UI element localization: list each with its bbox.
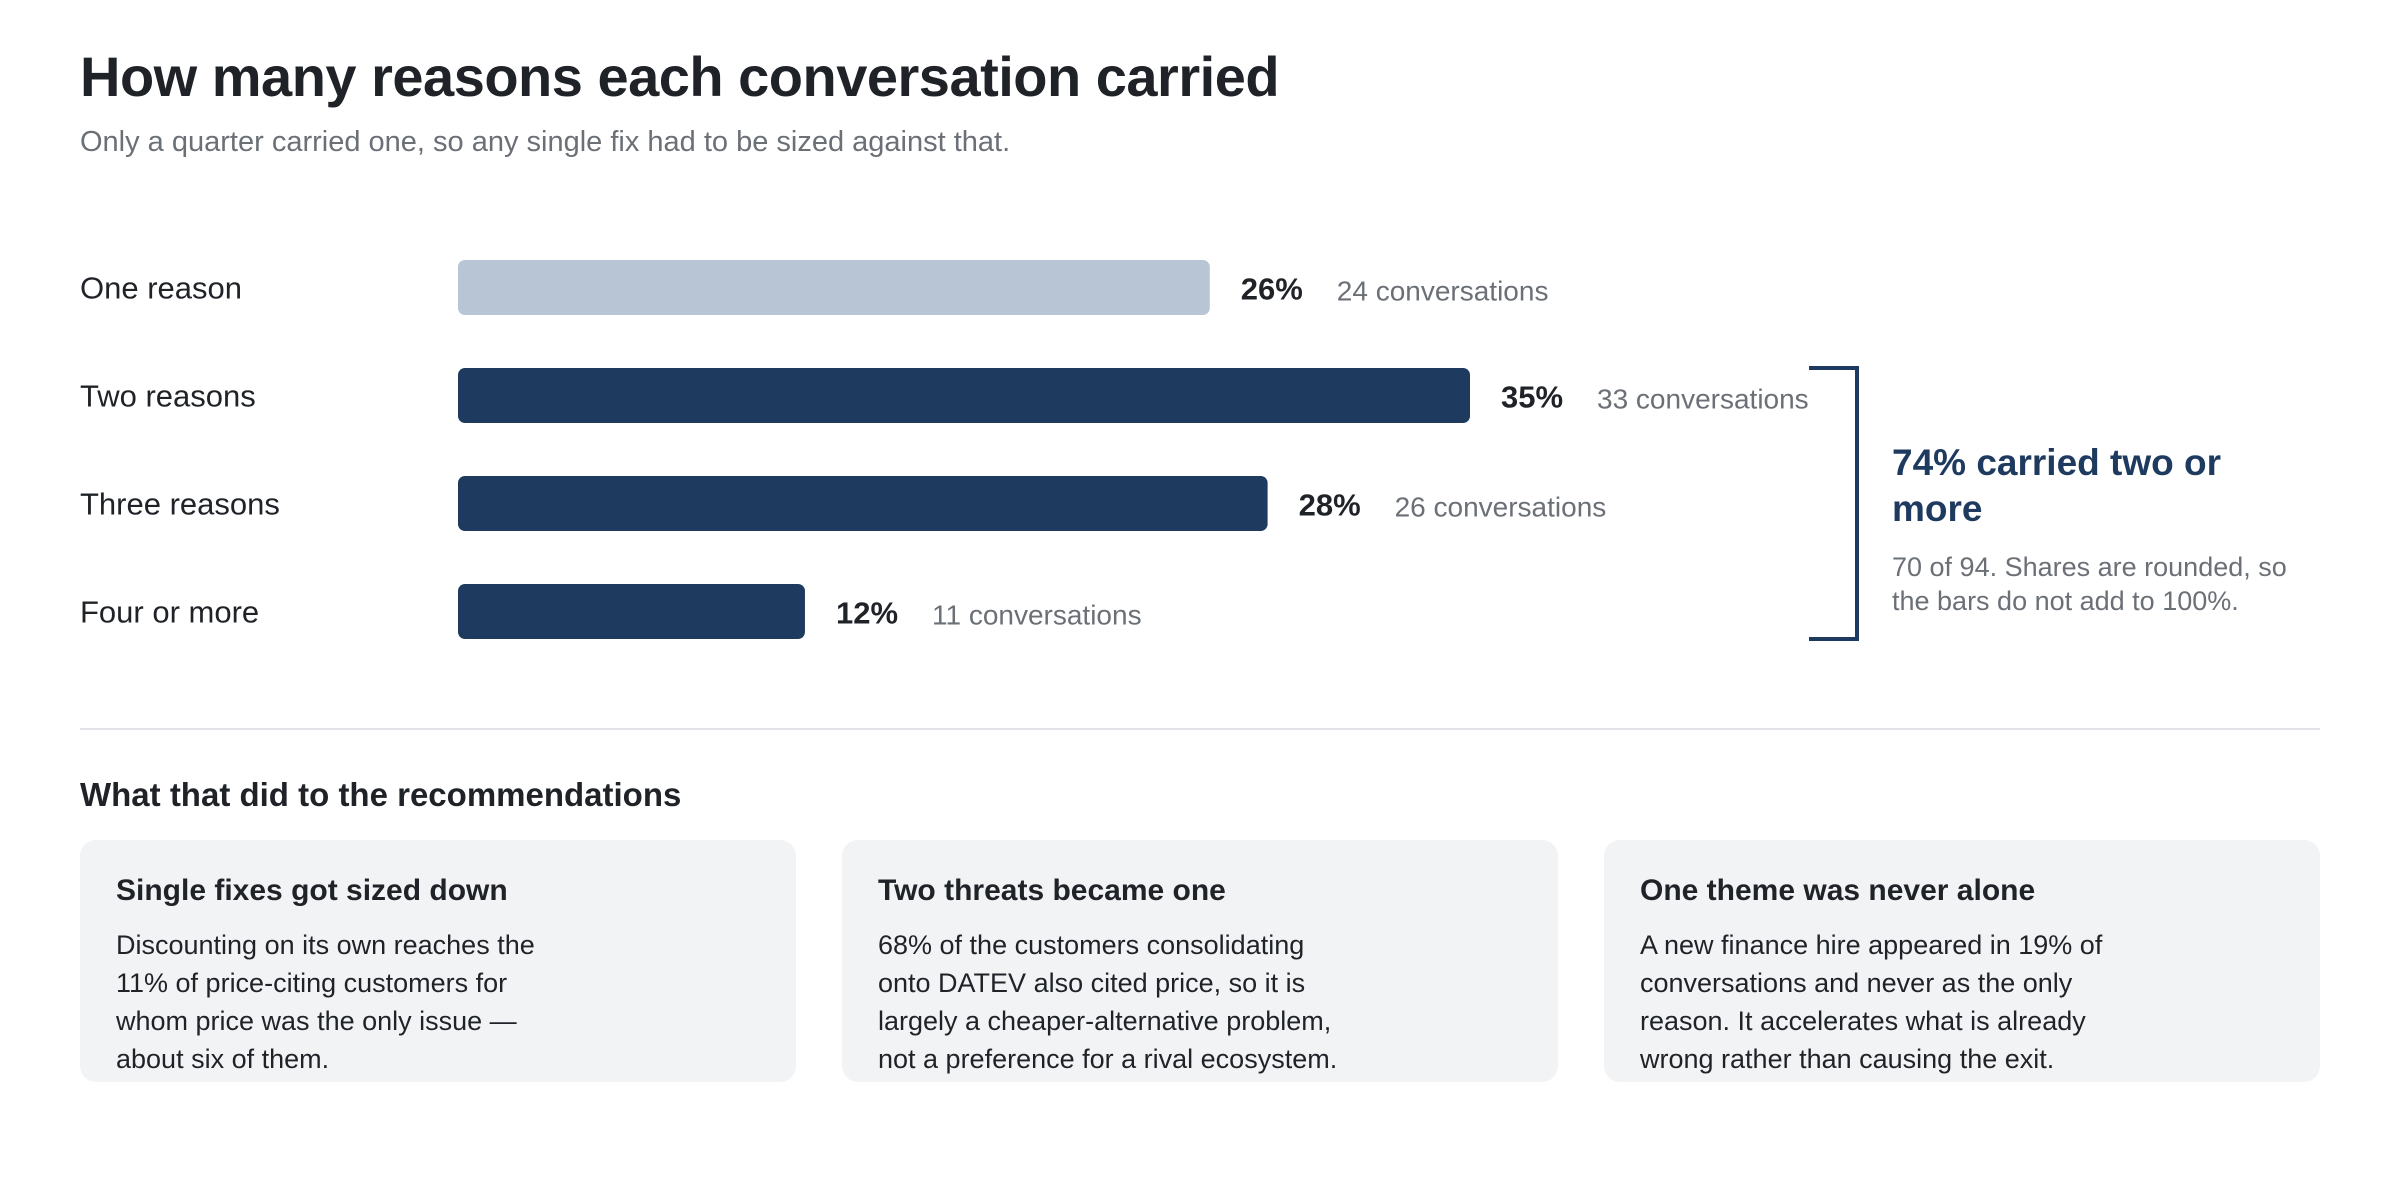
callout-note: 70 of 94. Shares are rounded, so the bar… [1892, 552, 2287, 616]
bar-chart: One reason 26% 24 conversations Two reasons… [80, 260, 1859, 641]
section-divider [80, 728, 2320, 730]
page-title: How many reasons each conversation carri… [80, 45, 1280, 108]
value-label: 28% [1299, 488, 1361, 523]
card-title: Two threats became one [878, 874, 1226, 907]
count-label: 24 conversations [1337, 276, 1549, 307]
card-body: Discounting on its own reaches the 11% o… [116, 930, 535, 1074]
section-heading: What that did to the recommendations [80, 776, 682, 813]
count-label: 11 conversations [932, 600, 1142, 631]
bar [458, 476, 1268, 531]
card-body: A new finance hire appeared in 19% of co… [1640, 930, 2103, 1074]
callout-headline: 74% carried two or more [1892, 442, 2222, 529]
card-title: Single fixes got sized down [116, 874, 508, 907]
bar [458, 368, 1470, 423]
category-label: One reason [80, 271, 242, 306]
recommendation-cards: Single fixes got sized down Discounting … [80, 840, 2320, 1082]
card-body: 68% of the customers consolidating onto … [878, 930, 1338, 1074]
category-label: Two reasons [80, 379, 256, 414]
group-bracket [1809, 366, 1859, 641]
recommendation-card: Two threats became one 68% of the custom… [842, 840, 1558, 1082]
value-label: 35% [1501, 380, 1563, 415]
count-label: 33 conversations [1597, 384, 1809, 415]
category-label: Three reasons [80, 487, 280, 522]
recommendation-card: One theme was never alone A new finance … [1604, 840, 2320, 1082]
recommendation-card: Single fixes got sized down Discounting … [80, 840, 796, 1082]
value-label: 26% [1241, 272, 1303, 307]
card-title: One theme was never alone [1640, 874, 2036, 907]
bar [458, 584, 805, 639]
value-label: 12% [836, 596, 898, 631]
category-label: Four or more [80, 595, 259, 630]
bar [458, 260, 1210, 315]
count-label: 26 conversations [1395, 492, 1607, 523]
page-subtitle: Only a quarter carried one, so any singl… [80, 126, 1011, 158]
